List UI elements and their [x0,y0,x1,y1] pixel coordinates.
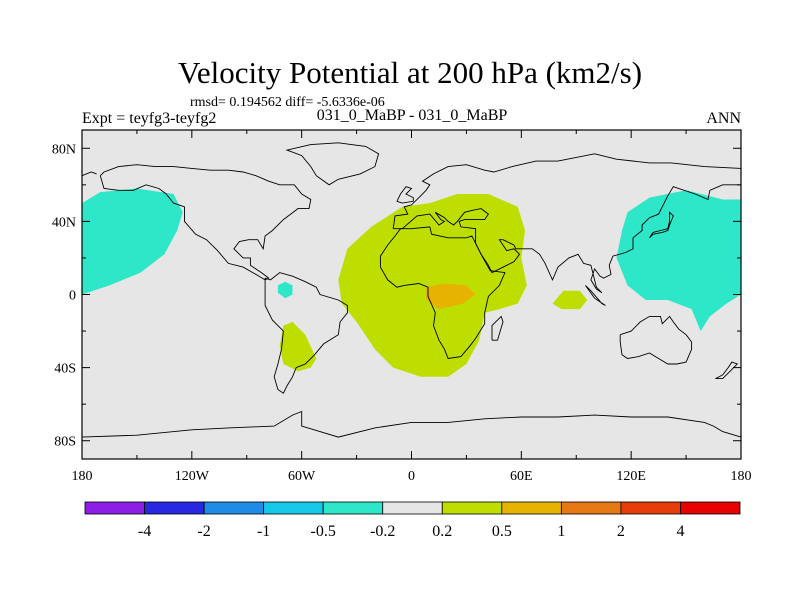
y-tick-label-2: 0 [69,289,76,304]
colorbar-swatch-1 [144,501,205,515]
colorbar-label-6: 0.5 [492,523,512,540]
colorbar-swatch-2 [203,501,265,515]
shaded-region-1 [616,190,741,332]
x-tick-label-6: 180 [731,469,752,484]
colorbar-label-4: -0.2 [370,523,395,540]
x-tick-label-5: 120E [616,469,646,484]
colorbar-label-2: -1 [257,523,270,540]
x-tick-label-3: 0 [408,469,415,484]
coastline-9 [491,315,504,341]
coastline-4 [392,153,742,229]
coastline-1 [285,142,380,186]
y-tick-label-3: 40S [54,362,76,377]
period-label: 031_0_MaBP - 031_0_MaBP [317,107,508,124]
shaded-region-6 [426,283,476,310]
coastline-3 [379,226,506,359]
colorbar-swatch-4 [322,501,384,515]
y-tick-label-4: 80S [54,435,76,450]
x-tick-label-2: 60W [288,469,316,484]
coastline-0 [99,164,312,281]
stats-line: rmsd= 0.194562 diff= -5.6336e-06 [190,95,385,110]
coastline-8 [585,285,606,306]
x-tick-label-1: 120W [175,469,210,484]
coastline-7 [619,315,693,365]
y-tick-label-0: 80N [52,142,76,157]
colorbar-swatch-6 [441,501,503,515]
coastline-13 [715,361,739,380]
colorbar: -4 -2 -1 -0.5 -0.2 0.2 0.5 1 2 4 [84,501,741,540]
colorbar-label-1: -2 [197,523,210,540]
colorbar-swatch-9 [620,501,681,515]
shaded-region-5 [279,321,317,372]
shaded-region-2 [277,281,293,299]
coastline-6 [393,184,741,294]
y-tick-label-1: 40N [52,215,76,230]
colorbar-swatch-7 [501,501,562,515]
experiment-label: Expt = teyfg3-teyfg2 [82,110,216,127]
colorbar-label-8: 2 [617,523,625,540]
colorbar-swatch-0 [84,501,145,515]
colorbar-label-9: 4 [676,523,684,540]
colorbar-label-7: 1 [557,523,565,540]
shaded-region-4 [552,290,588,310]
coastline-5 [81,171,97,177]
colorbar-swatch-5 [382,501,443,515]
coastline-10 [81,410,742,438]
colorbar-label-0: -4 [138,523,151,540]
map-plot-area: 180 120W 60W 0 60E 120E 180 80N 40N 0 40S 80S [52,129,752,484]
x-tick-label-4: 60E [510,469,533,484]
coastline-11 [396,186,414,204]
coastline-12 [649,211,674,239]
colorbar-swatch-10 [680,501,741,515]
x-tick-label-0: 180 [72,469,93,484]
colorbar-swatch-3 [263,501,324,515]
colorbar-label-3: -0.5 [311,523,336,540]
shaded-region-0 [82,188,183,295]
chart-title: Velocity Potential at 200 hPa (km2/s) [178,55,642,90]
colorbar-swatch-8 [560,501,622,515]
colorbar-label-5: 0.2 [432,523,452,540]
coastline-2 [264,272,348,394]
season-label: ANN [706,110,741,127]
